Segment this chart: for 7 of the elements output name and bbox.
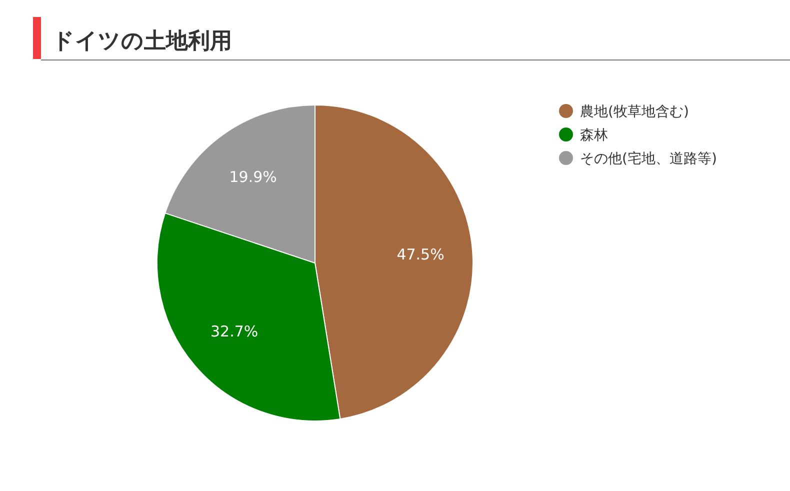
legend-label: 森林 <box>580 128 608 144</box>
data-label: 32.7% <box>210 322 258 341</box>
legend-label: その他(宅地、道路等) <box>580 151 717 167</box>
legend-label: 農地(牧草地含む) <box>580 104 689 120</box>
data-label: 19.9% <box>229 168 277 186</box>
data-label: 47.5% <box>396 246 444 264</box>
chart-title: ドイツの土地利用 <box>52 29 232 54</box>
